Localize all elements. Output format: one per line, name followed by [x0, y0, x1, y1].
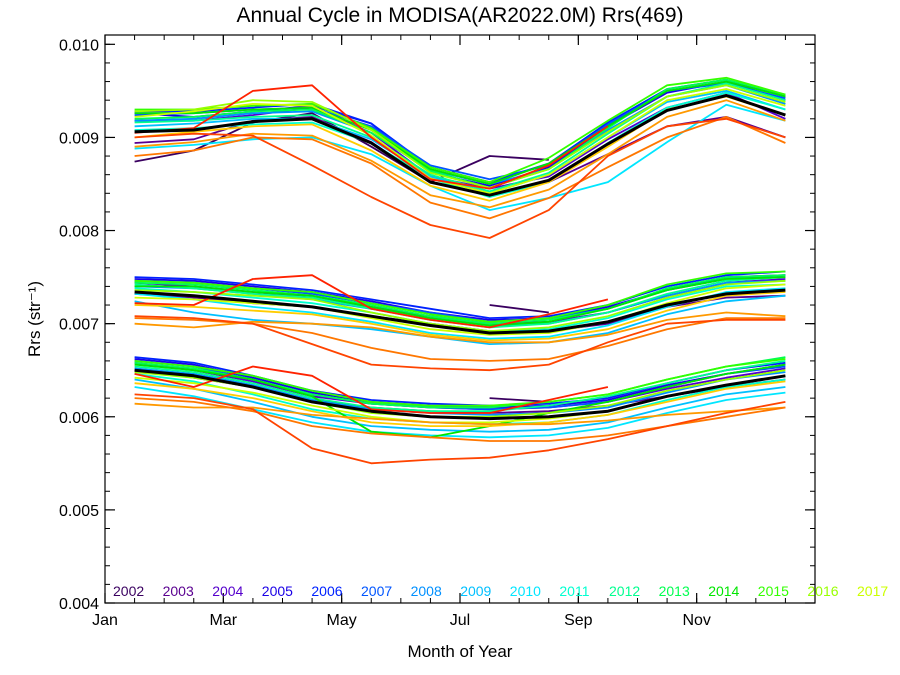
series-line — [134, 358, 786, 407]
legend-item: 2011 — [559, 583, 589, 599]
y-tick-label: 0.008 — [59, 224, 99, 241]
series-line — [134, 78, 786, 189]
series-line — [489, 304, 549, 314]
legend-item: 2014 — [708, 583, 739, 599]
y-axis-label: Rrs (str⁻¹) — [25, 281, 44, 357]
series-line — [134, 360, 786, 413]
y-tick-label: 0.007 — [59, 317, 99, 334]
legend-layer: 2002 2003 2004 2005 2006 2007 2008 2009 2010 2011… — [113, 583, 888, 599]
y-tick-label: 0.004 — [59, 596, 99, 613]
y-tick-label: 0.005 — [59, 503, 99, 520]
series-line — [134, 84, 786, 189]
legend-item: 2003 — [163, 583, 194, 599]
y-tick-label: 0.010 — [59, 37, 99, 54]
x-tick-label: May — [327, 612, 357, 629]
series-line — [134, 380, 786, 427]
legend-item: 2004 — [212, 583, 243, 599]
legend-item: 2005 — [262, 583, 293, 599]
legend-item: 2009 — [460, 583, 491, 599]
series-line — [134, 291, 786, 342]
legend-item: 2015 — [758, 583, 789, 599]
series-line — [134, 288, 786, 335]
legend-item: 2006 — [311, 583, 342, 599]
legend-item: 2017 — [857, 583, 888, 599]
x-tick-label: Jan — [92, 612, 118, 629]
series-line — [134, 88, 786, 195]
legend-item: 2012 — [609, 583, 640, 599]
series-line — [134, 270, 786, 323]
legend-item: 2007 — [361, 583, 392, 599]
legend-item: 2010 — [510, 583, 541, 599]
series-line — [134, 368, 786, 421]
series-line — [134, 279, 786, 332]
series-line — [134, 276, 786, 327]
legend-item: 2013 — [659, 583, 690, 599]
y-tick-label: 0.009 — [59, 130, 99, 147]
x-tick-label: Nov — [682, 612, 710, 629]
series-line — [134, 84, 609, 190]
series-line — [134, 393, 786, 465]
series-line — [134, 274, 786, 325]
series-line — [134, 90, 786, 195]
x-tick-label: Jul — [450, 612, 470, 629]
legend-item: 2016 — [807, 583, 838, 599]
y-tick-label: 0.006 — [59, 410, 99, 427]
series-line — [134, 358, 786, 409]
series-line — [134, 363, 786, 439]
series-line — [134, 116, 786, 220]
series-line — [134, 80, 786, 185]
series-line — [134, 117, 786, 239]
x-axis-label: Month of Year — [408, 642, 513, 661]
series-line — [134, 76, 786, 183]
x-tick-label: Mar — [210, 612, 238, 629]
series-line — [134, 283, 786, 336]
x-tick-label: Sep — [564, 612, 593, 629]
series-line — [134, 367, 786, 416]
ticks-layer: 0.004 0.005 0.006 0.007 0.008 0.009 0.010 Jan Ma… — [59, 35, 816, 629]
series-line — [134, 378, 786, 433]
legend-item: 2008 — [411, 583, 442, 599]
series-layer — [134, 76, 786, 465]
series-line — [134, 315, 786, 372]
chart-title: Annual Cycle in MODISA(AR2022.0M) Rrs(46… — [237, 4, 684, 27]
legend-item: 2002 — [113, 583, 144, 599]
series-line — [134, 94, 786, 197]
